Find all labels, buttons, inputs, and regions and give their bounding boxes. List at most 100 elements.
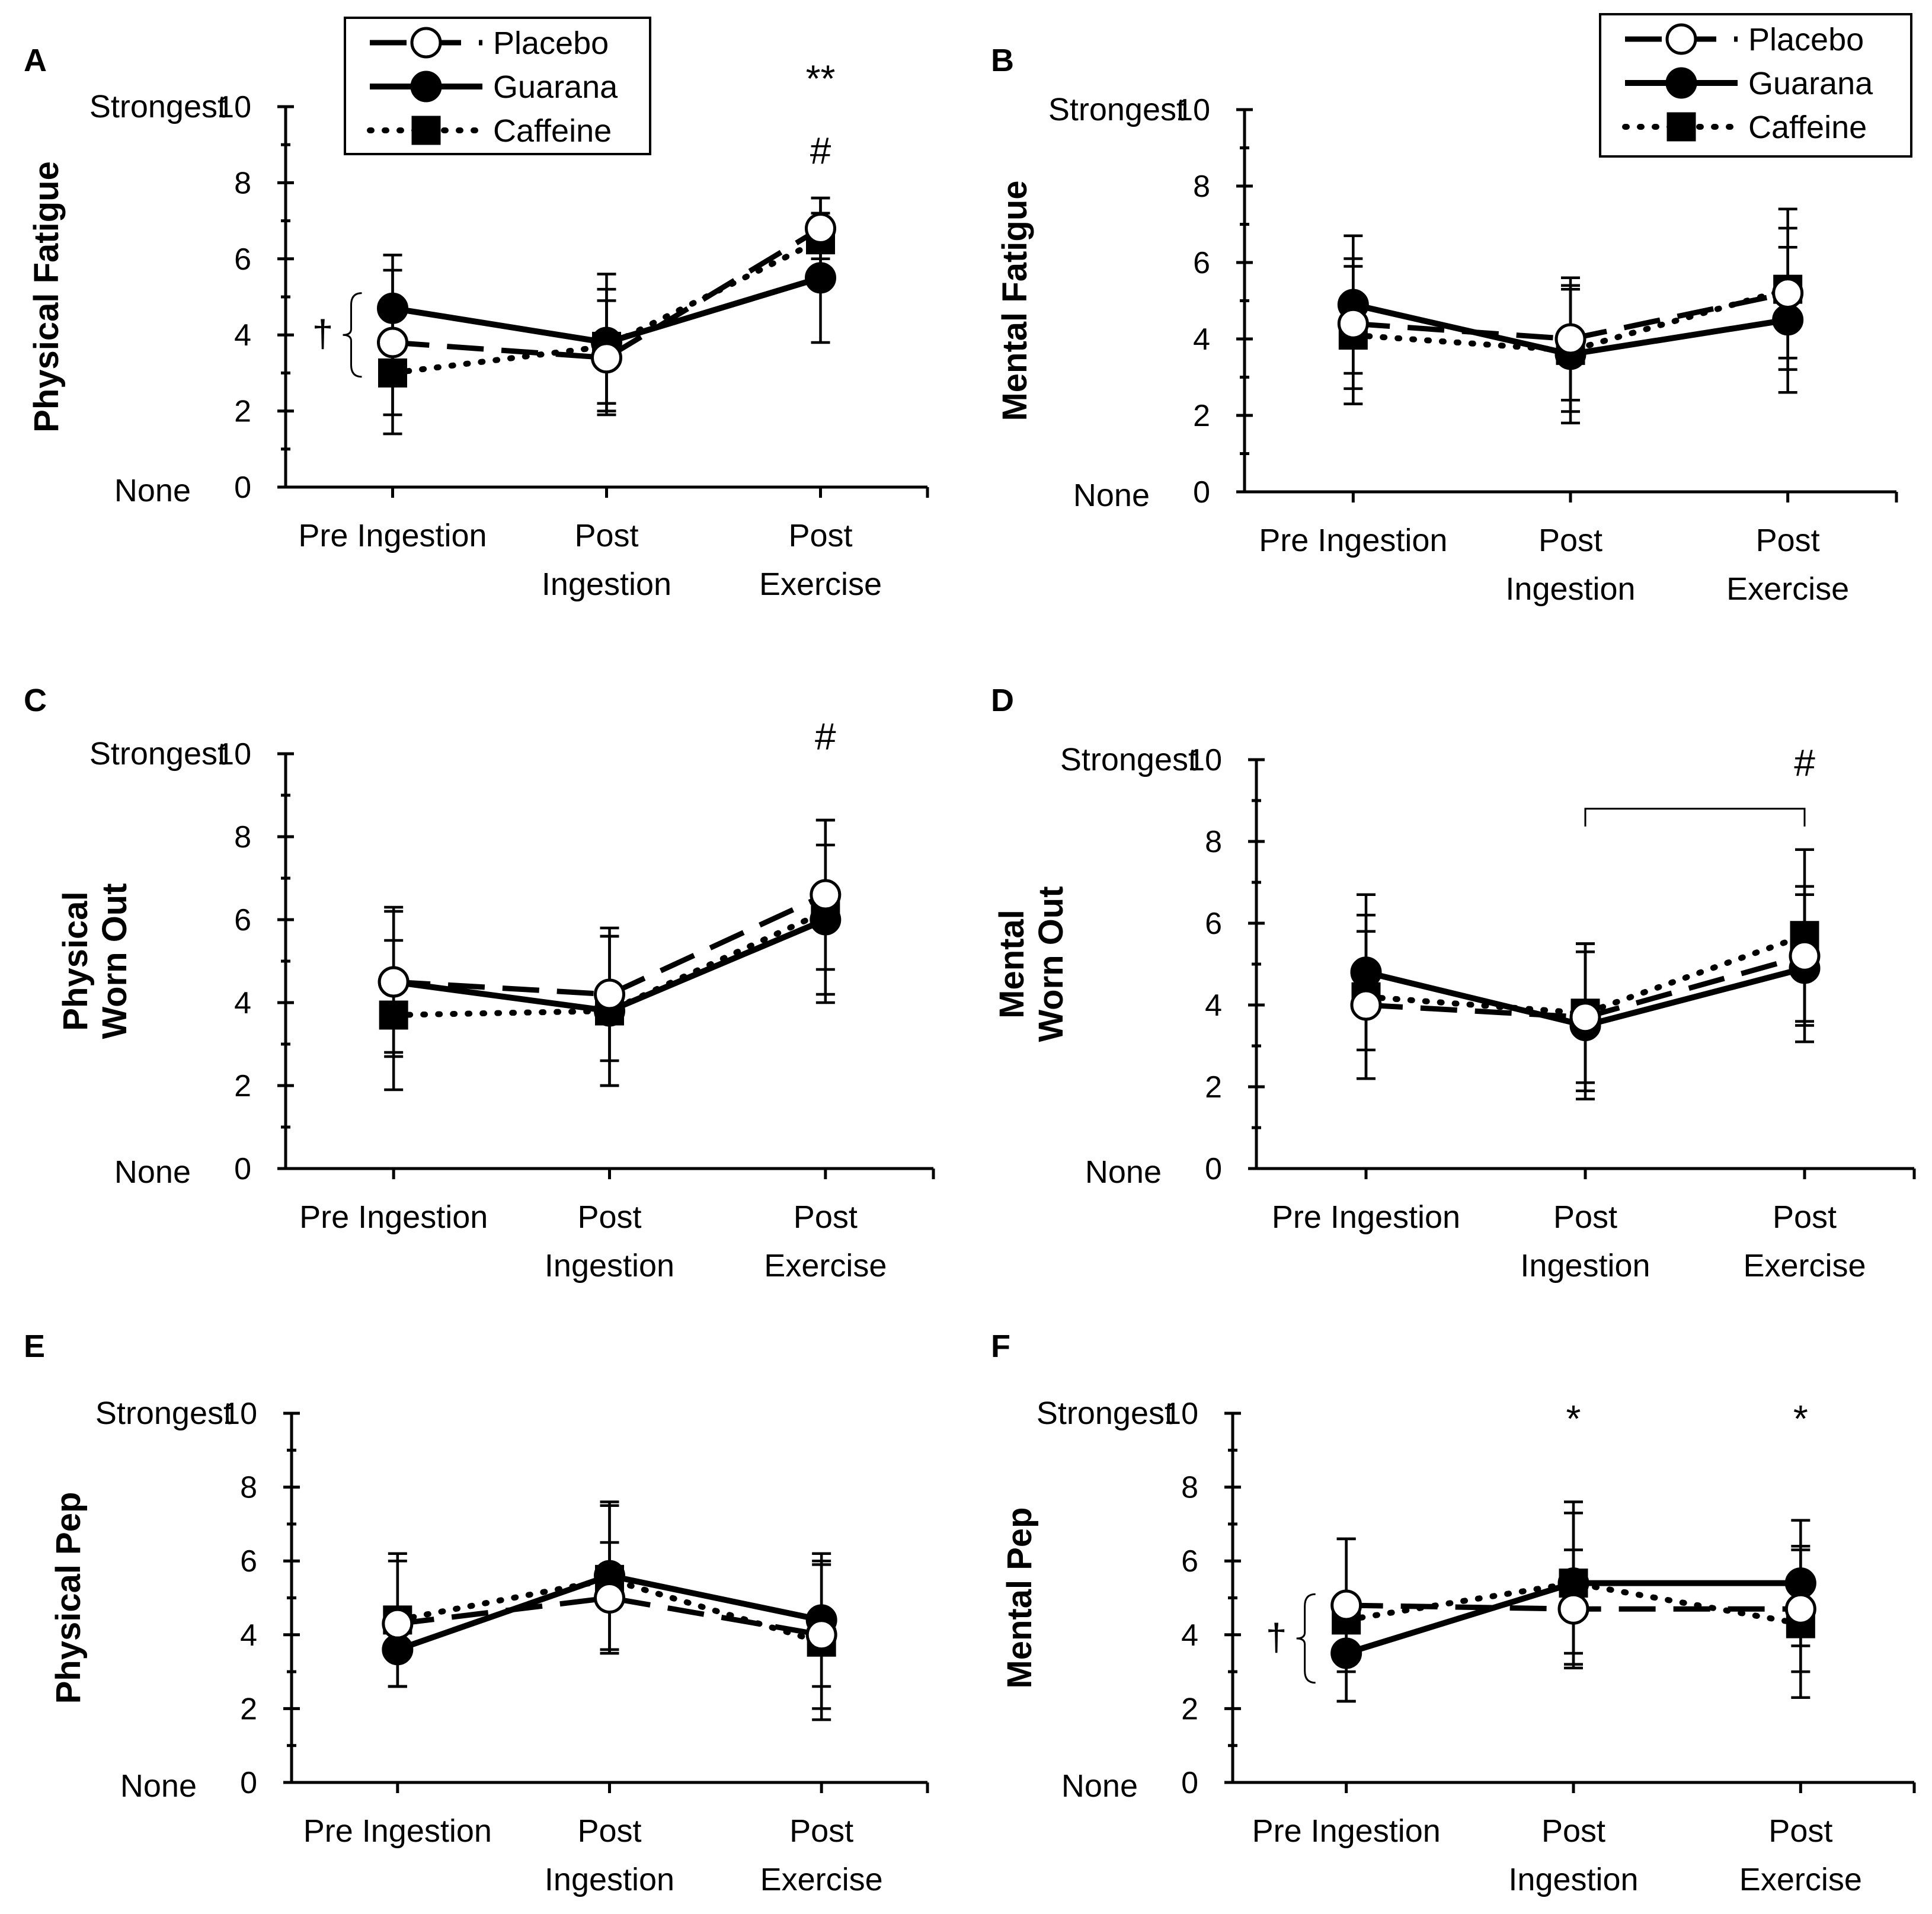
data-point-placebo bbox=[594, 978, 625, 1010]
legend-swatch-marker bbox=[1665, 67, 1697, 99]
x-category-label: Post bbox=[1553, 1199, 1617, 1235]
significance-marker: # bbox=[810, 129, 831, 172]
data-point-placebo bbox=[1350, 989, 1382, 1021]
y-bottom-endpoint-label: None bbox=[1073, 478, 1150, 513]
x-category-label: Ingestion bbox=[1520, 1248, 1650, 1284]
data-point-placebo bbox=[382, 1608, 414, 1640]
x-category-label: Pre Ingestion bbox=[1259, 523, 1447, 558]
legend: Placebo Guarana Caffeine bbox=[1599, 13, 1912, 158]
series-line-caffeine bbox=[391, 908, 829, 1018]
y-bottom-endpoint-label: None bbox=[120, 1768, 197, 1804]
y-top-endpoint-label: Strongest bbox=[89, 736, 226, 772]
data-point-guarana bbox=[1772, 304, 1804, 336]
series-line-caffeine bbox=[389, 236, 824, 376]
data-point-caffeine bbox=[379, 1000, 408, 1030]
x-category-label: Post bbox=[1538, 523, 1602, 558]
y-top-endpoint-label: Strongest bbox=[1060, 742, 1197, 777]
data-point-guarana bbox=[805, 262, 836, 294]
panel-letter: F bbox=[991, 1329, 1010, 1364]
data-point-placebo bbox=[810, 879, 842, 911]
data-point-placebo bbox=[594, 1582, 625, 1614]
panel-letter: E bbox=[24, 1329, 45, 1364]
y-tick-label: 0 bbox=[1193, 475, 1210, 510]
y-tick-label: 10 bbox=[223, 1397, 257, 1431]
series-line-placebo bbox=[392, 226, 822, 361]
significance-dagger: † bbox=[1266, 1616, 1287, 1659]
legend-swatch-marker bbox=[411, 116, 441, 145]
y-tick-label: 2 bbox=[1205, 1070, 1222, 1105]
y-tick-label: 6 bbox=[1205, 907, 1222, 941]
y-top-endpoint-label: Strongest bbox=[95, 1396, 232, 1431]
data-point-guarana bbox=[377, 292, 408, 324]
series-line-caffeine bbox=[1350, 286, 1791, 354]
y-bottom-endpoint-label: None bbox=[114, 473, 191, 508]
y-tick-label: 0 bbox=[234, 471, 251, 505]
x-category-label: Post bbox=[1541, 1813, 1605, 1849]
x-category-label: Exercise bbox=[1739, 1862, 1862, 1897]
x-category-label: Ingestion bbox=[545, 1248, 674, 1284]
y-tick-label: 8 bbox=[234, 166, 251, 200]
x-category-label: Exercise bbox=[759, 566, 882, 602]
y-tick-label: 6 bbox=[1181, 1544, 1198, 1579]
y-tick-label: 6 bbox=[234, 903, 251, 937]
legend-label: Caffeine bbox=[1748, 110, 1867, 145]
data-point-placebo bbox=[1337, 308, 1369, 340]
x-category-label: Post bbox=[577, 1813, 641, 1849]
x-category-label: Ingestion bbox=[1505, 571, 1635, 607]
data-point-placebo bbox=[1789, 940, 1821, 972]
y-top-endpoint-label: Strongest bbox=[1037, 1396, 1173, 1431]
y-axis-label: Mental Pep bbox=[1000, 1507, 1039, 1688]
x-category-label: Exercise bbox=[1726, 571, 1849, 607]
y-tick-label: 4 bbox=[234, 986, 251, 1020]
y-tick-label: 8 bbox=[234, 820, 251, 854]
data-point-placebo bbox=[377, 327, 408, 359]
x-category-label: Post bbox=[1756, 523, 1820, 558]
y-bottom-endpoint-label: None bbox=[1061, 1768, 1138, 1804]
y-tick-label: 10 bbox=[1188, 743, 1222, 777]
significance-brace bbox=[343, 292, 362, 378]
x-category-label: Post bbox=[789, 1813, 853, 1849]
series-line-placebo bbox=[1353, 290, 1789, 342]
legend-label: Placebo bbox=[493, 25, 609, 61]
x-category-label: Post bbox=[1773, 1199, 1837, 1235]
y-axis-label: Physical bbox=[56, 891, 95, 1030]
y-axis-label: Worn Out bbox=[95, 883, 134, 1039]
y-tick-label: 4 bbox=[1193, 322, 1210, 357]
data-point-guarana bbox=[1784, 1567, 1816, 1599]
data-point-placebo bbox=[1330, 1589, 1362, 1621]
y-bottom-endpoint-label: None bbox=[114, 1154, 191, 1190]
data-point-placebo bbox=[1557, 1593, 1589, 1625]
x-category-label: Pre Ingestion bbox=[1272, 1199, 1460, 1235]
y-tick-label: 10 bbox=[217, 737, 251, 772]
series-line-placebo bbox=[393, 892, 827, 997]
y-tick-label: 0 bbox=[1205, 1152, 1222, 1186]
panel-letter: B bbox=[991, 43, 1014, 78]
y-tick-label: 2 bbox=[240, 1692, 257, 1726]
y-tick-label: 8 bbox=[240, 1471, 257, 1505]
significance-marker: # bbox=[815, 715, 836, 758]
y-top-endpoint-label: Strongest bbox=[89, 89, 226, 124]
y-tick-label: 0 bbox=[1181, 1766, 1198, 1800]
y-bottom-endpoint-label: None bbox=[1085, 1154, 1162, 1190]
significance-brace bbox=[1296, 1593, 1316, 1684]
y-axis-label: Physical Fatigue bbox=[27, 161, 66, 433]
data-point-caffeine bbox=[378, 358, 407, 388]
panel-letter: A bbox=[24, 43, 47, 78]
x-category-label: Post bbox=[577, 1199, 641, 1235]
panel-letter: C bbox=[24, 683, 47, 718]
y-tick-label: 6 bbox=[240, 1544, 257, 1579]
x-category-label: Pre Ingestion bbox=[299, 1199, 488, 1235]
data-point-placebo bbox=[1784, 1593, 1816, 1625]
y-tick-label: 2 bbox=[1181, 1692, 1198, 1726]
data-point-placebo bbox=[1569, 1001, 1601, 1033]
y-tick-label: 4 bbox=[1181, 1618, 1198, 1653]
y-top-endpoint-label: Strongest bbox=[1048, 92, 1185, 127]
x-category-label: Post bbox=[788, 518, 852, 553]
legend-swatch-marker bbox=[1665, 23, 1697, 55]
